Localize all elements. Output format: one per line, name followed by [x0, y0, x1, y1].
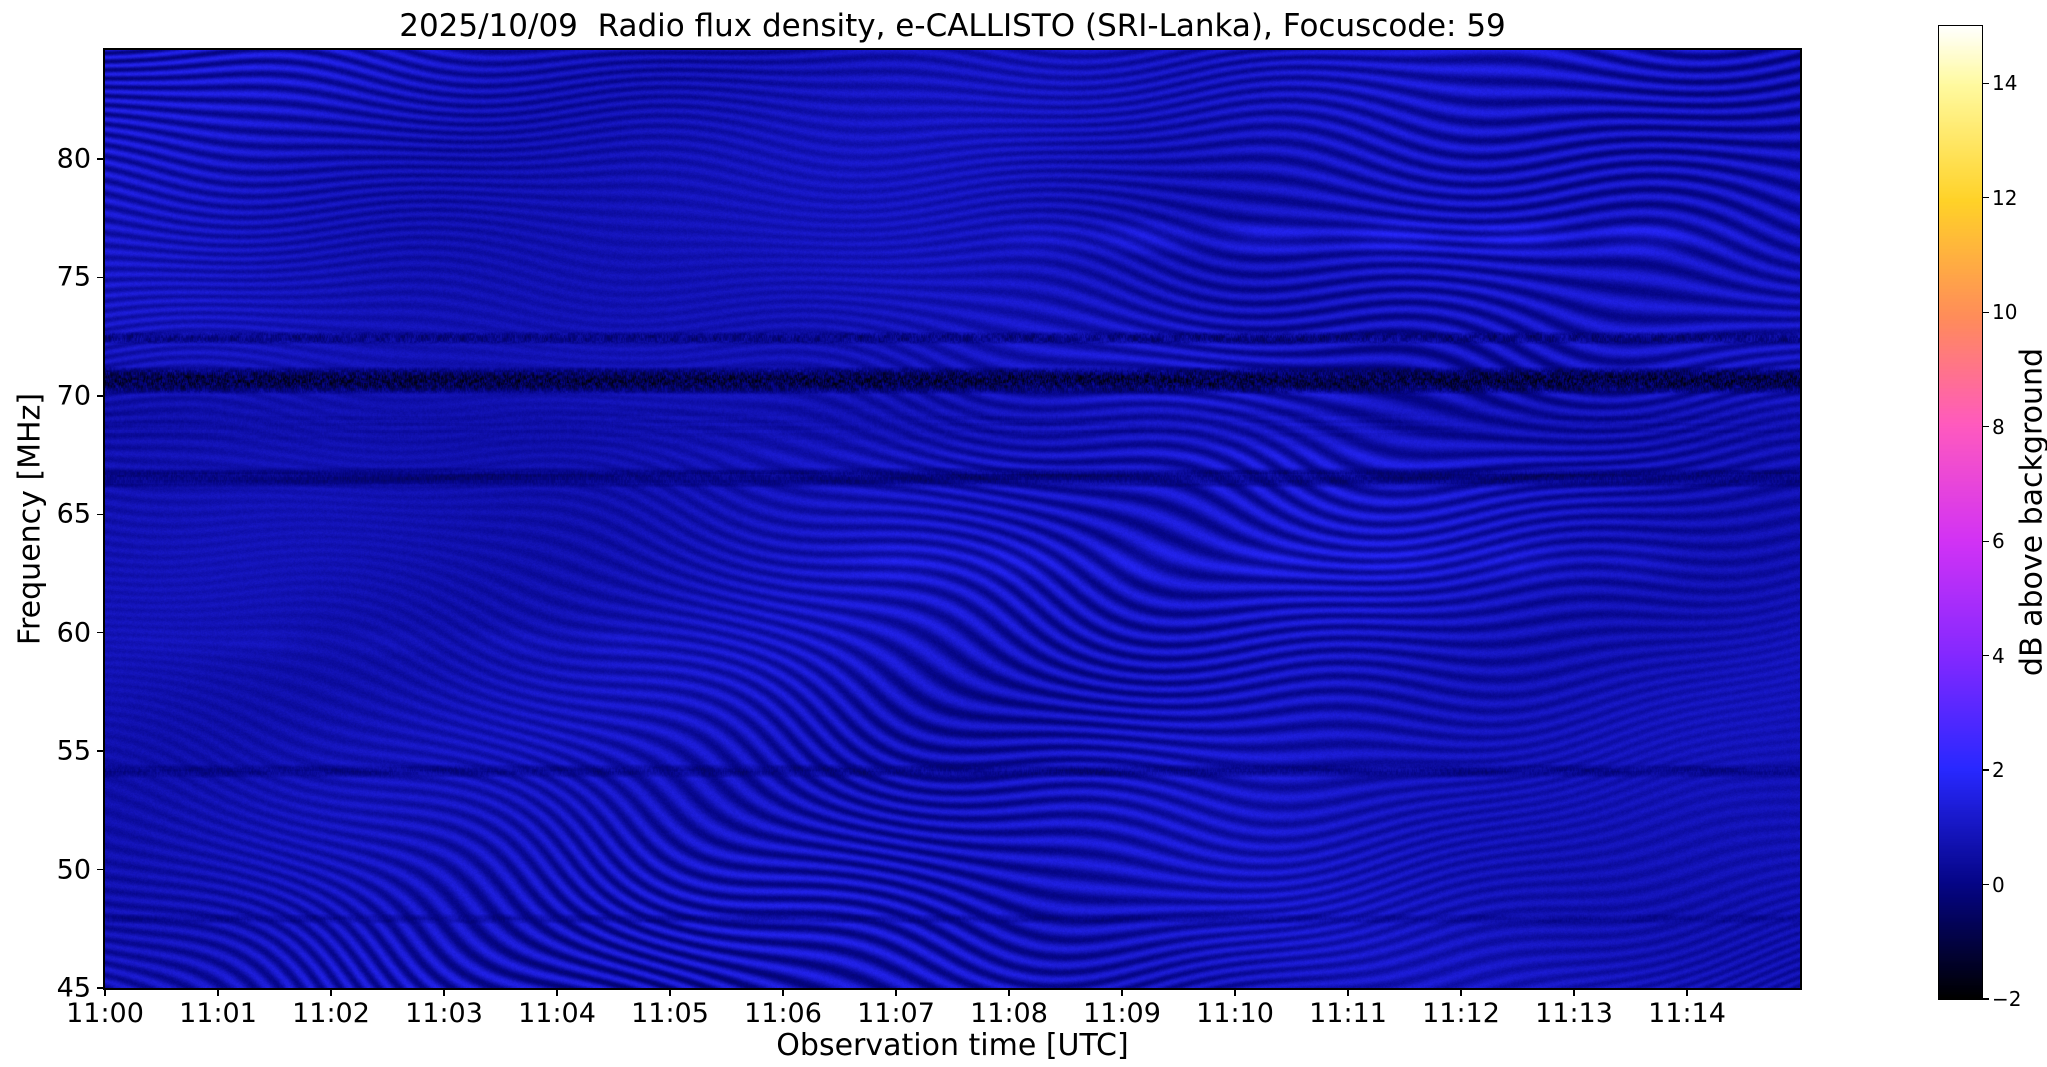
colorbar-tick-label: 2: [1992, 758, 2005, 783]
y-tick-mark: [97, 868, 105, 871]
x-tick-label: 11:06: [744, 998, 822, 1029]
x-tick-mark: [1008, 988, 1010, 996]
x-tick-mark: [1121, 988, 1123, 996]
y-tick-label: 45: [56, 972, 91, 1004]
colorbar-tick-label: −2: [1992, 987, 2022, 1011]
x-tick-mark: [330, 988, 332, 996]
colorbar-tick-label: 6: [1992, 529, 2005, 554]
x-tick-mark: [1347, 988, 1349, 996]
x-tick-mark: [217, 988, 219, 996]
x-tick-label: 11:07: [857, 998, 935, 1029]
x-tick-mark: [443, 988, 445, 996]
y-tick-label: 65: [56, 498, 91, 530]
x-tick-label: 11:13: [1535, 998, 1613, 1029]
x-tick-mark: [895, 988, 897, 996]
x-tick-mark: [1234, 988, 1236, 996]
spectrogram-heatmap: [103, 48, 1802, 990]
y-tick-label: 70: [56, 380, 91, 412]
colorbar-tick-mark: [1982, 998, 1989, 1000]
x-tick-mark: [782, 988, 784, 996]
y-tick-label: 50: [56, 854, 91, 886]
x-tick-label: 11:10: [1196, 998, 1274, 1029]
y-tick-mark: [97, 631, 105, 634]
x-tick-label: 11:11: [1309, 998, 1387, 1029]
colorbar-tick-mark: [1982, 82, 1989, 84]
x-tick-label: 11:08: [970, 998, 1048, 1029]
x-tick-label: 11:04: [518, 998, 596, 1029]
colorbar-tick-label: 12: [1992, 185, 2018, 210]
x-tick-label: 11:01: [179, 998, 257, 1029]
y-tick-mark: [97, 158, 105, 160]
y-tick-mark: [97, 395, 105, 397]
x-axis-label: Observation time [UTC]: [776, 1028, 1129, 1063]
colorbar-tick-label: 10: [1992, 300, 2018, 325]
colorbar-tick-label: 8: [1992, 414, 2005, 439]
colorbar-tick-mark: [1982, 654, 1989, 657]
colorbar-gradient: [1938, 25, 1983, 1000]
x-tick-label: 11:03: [405, 998, 483, 1029]
y-tick-label: 60: [56, 617, 91, 649]
x-tick-mark: [1573, 988, 1575, 996]
x-tick-label: 11:12: [1422, 998, 1500, 1029]
y-tick-mark: [97, 750, 105, 752]
x-tick-mark: [104, 988, 106, 996]
colorbar-tick-label: 0: [1992, 872, 2005, 897]
colorbar-tick-mark: [1982, 540, 1989, 542]
y-tick-mark: [97, 987, 105, 989]
x-tick-label: 11:02: [292, 998, 370, 1029]
x-tick-mark: [556, 988, 558, 996]
colorbar-tick-mark: [1982, 197, 1989, 199]
colorbar-tick-mark: [1982, 311, 1989, 313]
y-tick-label: 55: [56, 735, 91, 767]
colorbar-tick-label: 4: [1992, 643, 2005, 668]
x-tick-label: 11:00: [66, 998, 144, 1029]
x-tick-label: 11:05: [631, 998, 709, 1029]
colorbar-tick-mark: [1982, 883, 1989, 886]
colorbar-tick-mark: [1982, 769, 1989, 771]
y-tick-mark: [97, 513, 105, 515]
chart-title: 2025/10/09 Radio flux density, e-CALLIST…: [399, 8, 1506, 44]
y-tick-mark: [97, 276, 105, 279]
colorbar-tick-label: 14: [1992, 71, 2018, 96]
x-tick-label: 11:14: [1648, 998, 1726, 1029]
y-tick-label: 80: [56, 143, 91, 175]
x-tick-label: 11:09: [1083, 998, 1161, 1029]
x-tick-mark: [669, 988, 671, 996]
colorbar-tick-mark: [1982, 426, 1989, 428]
y-tick-label: 75: [56, 261, 91, 293]
x-tick-mark: [1460, 988, 1462, 996]
x-tick-mark: [1686, 988, 1688, 996]
